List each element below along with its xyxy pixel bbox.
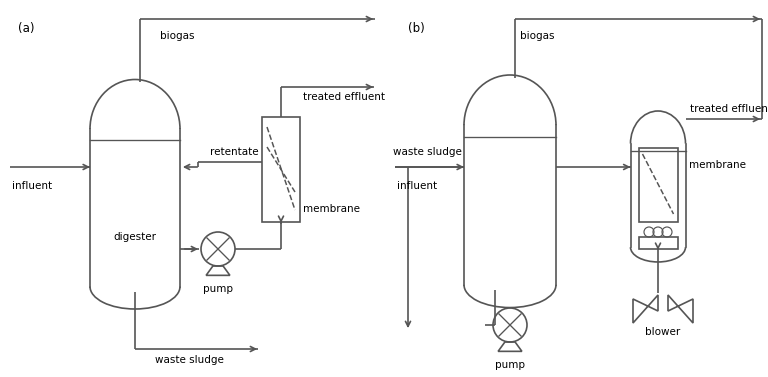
Text: blower: blower (645, 327, 680, 337)
Text: membrane: membrane (690, 160, 746, 170)
Text: digester: digester (114, 232, 157, 242)
Text: retentate: retentate (210, 147, 259, 157)
Bar (638, 237, 677, 249)
Bar (638, 148, 677, 222)
Text: biogas: biogas (160, 31, 194, 41)
Text: influent: influent (397, 181, 437, 191)
Text: treated effluent: treated effluent (303, 92, 385, 102)
Text: membrane: membrane (303, 204, 360, 214)
Text: influent: influent (12, 181, 52, 191)
Text: (a): (a) (18, 22, 35, 35)
Text: biogas: biogas (520, 31, 554, 41)
Text: pump: pump (495, 360, 525, 370)
Text: (b): (b) (408, 22, 425, 35)
Text: waste sludge: waste sludge (393, 147, 462, 157)
Text: waste sludge: waste sludge (155, 355, 224, 365)
Text: treated effluent: treated effluent (690, 104, 768, 114)
Bar (262, 117, 300, 222)
Text: pump: pump (203, 284, 233, 294)
